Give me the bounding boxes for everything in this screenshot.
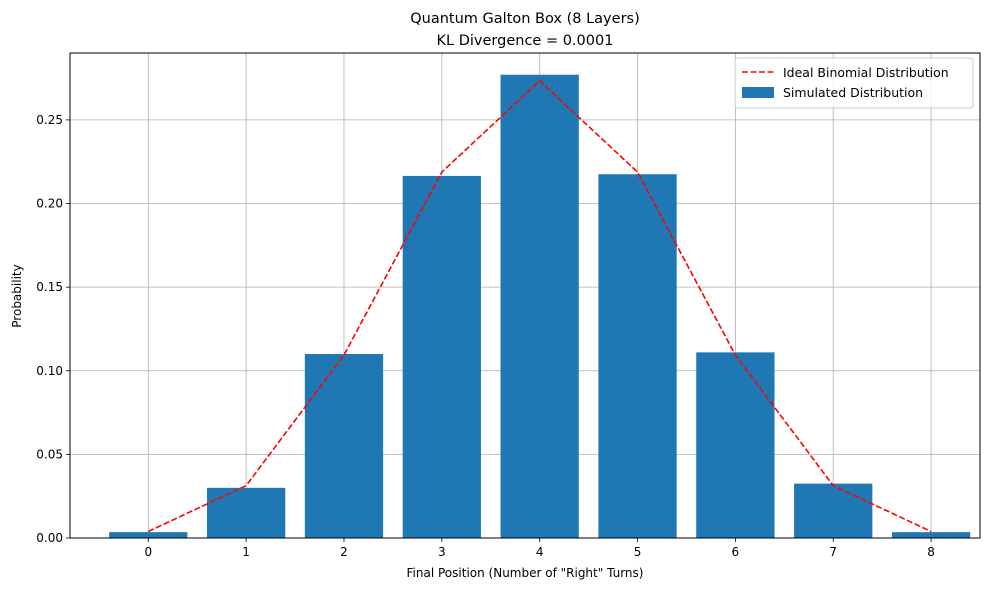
bar-0 (109, 532, 188, 538)
chart-title: Quantum Galton Box (8 Layers) (410, 11, 640, 27)
legend-label-simulated: Simulated Distribution (783, 85, 923, 100)
x-tick-label: 3 (438, 545, 446, 559)
bar-8 (891, 532, 971, 538)
x-tick-label: 5 (634, 545, 642, 559)
x-tick-label: 6 (732, 545, 740, 559)
y-axis-label: Probability (10, 264, 24, 327)
ideal-binomial-line (147, 79, 932, 533)
bar-7 (794, 483, 873, 538)
bar-3 (402, 175, 481, 538)
bar-5 (598, 174, 677, 538)
y-tick-label: 0.05 (36, 447, 63, 461)
x-tick-label: 8 (927, 545, 935, 559)
bar-2 (304, 354, 384, 538)
x-tick-label: 4 (536, 545, 544, 559)
legend-bar-swatch (742, 87, 774, 98)
x-tick-label: 7 (829, 545, 837, 559)
y-tick-label: 0.00 (36, 531, 63, 545)
chart-subtitle: KL Divergence = 0.0001 (437, 33, 614, 49)
y-axis: 0.00 0.05 0.10 0.15 0.20 0.25 (36, 113, 70, 545)
plot-frame (69, 52, 981, 539)
x-axis-label: Final Position (Number of "Right" Turns) (407, 566, 644, 580)
x-tick-label: 2 (340, 545, 348, 559)
bar-6 (696, 352, 775, 538)
y-tick-label: 0.15 (36, 280, 63, 294)
x-tick-label: 1 (242, 545, 250, 559)
bar-1 (206, 487, 286, 538)
x-tick-label: 0 (144, 545, 152, 559)
legend-label-ideal: Ideal Binomial Distribution (783, 65, 949, 80)
legend: Ideal Binomial Distribution Simulated Di… (734, 57, 974, 109)
y-tick-label: 0.10 (36, 364, 63, 378)
bars (109, 74, 971, 538)
y-tick-label: 0.20 (36, 197, 63, 211)
x-axis: 0 1 2 3 4 5 6 7 8 (144, 538, 935, 559)
ideal-line (147, 79, 932, 533)
y-tick-label: 0.25 (36, 113, 63, 127)
legend-box (734, 57, 974, 109)
bar-4 (500, 74, 579, 538)
